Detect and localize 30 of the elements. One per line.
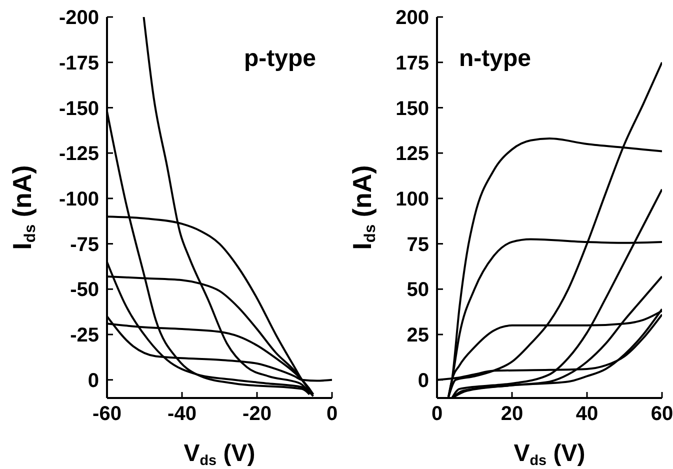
x-tick-label: 40 [576, 403, 598, 426]
y-tick-label: -25 [70, 324, 99, 347]
y-tick-label: -150 [58, 98, 99, 120]
annotation: p-type [244, 45, 316, 73]
x-tick-label: -40 [168, 403, 196, 426]
y-tick-label: -75 [70, 234, 99, 256]
y-tick-label: 175 [396, 52, 429, 74]
x-axis-title: V$_{ds}$ (V) [514, 440, 586, 469]
x-tick-label: 0 [431, 403, 443, 426]
y-tick-label: -100 [58, 188, 99, 211]
x-tick-label: 60 [650, 403, 673, 426]
y-tick-label: 75 [406, 234, 429, 256]
x-tick-label: 0 [326, 403, 338, 426]
y-tick-label: -125 [58, 143, 99, 166]
x-axis-title: V$_{ds}$ (V) [184, 440, 256, 469]
y-tick-label: 0 [418, 370, 429, 392]
y-tick-label: 125 [396, 143, 429, 166]
y-tick-label: 200 [396, 7, 429, 30]
y-tick-label: -200 [58, 7, 99, 30]
x-tick-label: 20 [500, 403, 524, 426]
y-tick-label: 25 [406, 324, 429, 347]
annotation: n-type [459, 45, 531, 73]
y-tick-label: 50 [406, 279, 429, 302]
y-tick-label: -50 [70, 279, 99, 302]
y-tick-label: -175 [58, 52, 99, 74]
y-tick-label: 100 [396, 188, 429, 211]
y-tick-label: 150 [396, 98, 429, 120]
x-tick-label: -60 [92, 403, 122, 426]
y-tick-label: 0 [88, 370, 99, 392]
x-tick-label: -20 [242, 403, 272, 426]
